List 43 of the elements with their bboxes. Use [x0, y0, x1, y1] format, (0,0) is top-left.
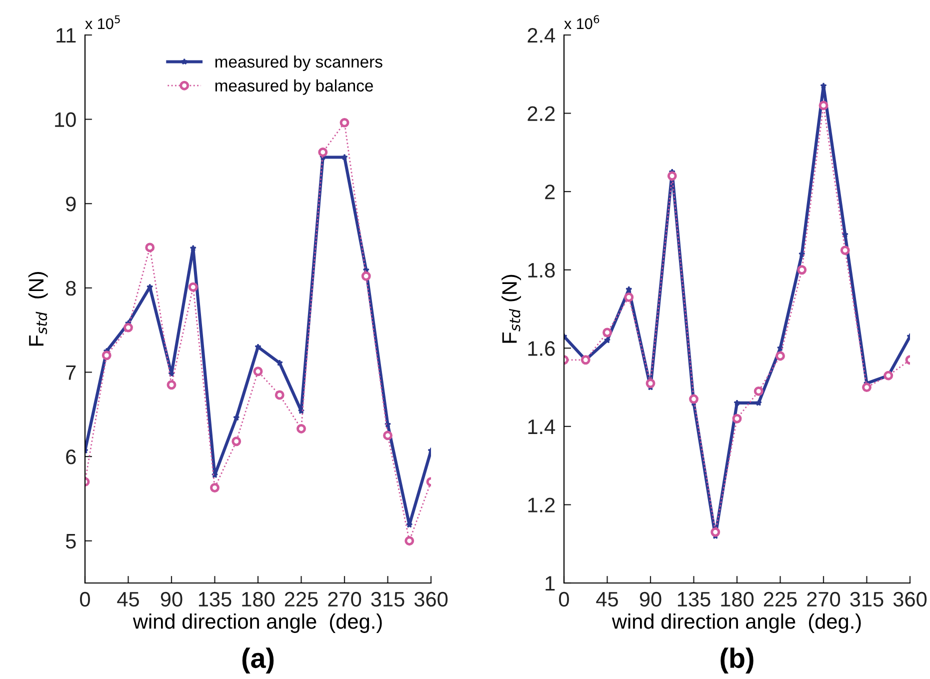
x-tick-label: 45 [117, 592, 139, 607]
x-tick-label: 315 [371, 592, 404, 607]
x-tick-label: 360 [414, 592, 448, 607]
y-tick-label: 2.2 [528, 106, 555, 121]
y-tick-label: 2 [545, 184, 555, 200]
y-tick-label: 11 [56, 28, 76, 43]
y-axis-title: F$_{std}$ (N) [28, 272, 48, 346]
x-tick-label: 90 [160, 592, 182, 607]
legend-label: measured by scanners [215, 55, 382, 72]
x-axis-title: wind direction angle (deg.) [612, 614, 861, 633]
x-tick-label: 135 [678, 592, 710, 607]
y-tick-label: 1.4 [528, 420, 556, 434]
x-tick-label: 270 [807, 592, 840, 607]
y-tick-label: 5 [66, 534, 76, 549]
y-axis-title: F$_{std}$ (N) [502, 274, 521, 343]
x-tick-label: 315 [850, 592, 884, 607]
y-tick-label: 1 [546, 576, 555, 591]
x-tick-label: 180 [721, 592, 754, 607]
x-tick-label: 360 [893, 592, 927, 607]
text: x 10$^{6}$ [564, 15, 600, 30]
y-tick-label: 1.2 [528, 498, 555, 512]
y-tick-label: 7 [66, 365, 76, 380]
text: (a) [242, 648, 274, 674]
x-tick-label: 270 [328, 592, 362, 607]
x-tick-label: 225 [764, 592, 797, 607]
x-tick-label: 135 [198, 592, 232, 607]
y-tick-label: 2.4 [528, 28, 556, 43]
x-tick-label: 225 [284, 592, 318, 607]
x-tick-label: 0 [80, 592, 90, 607]
text: (b) [720, 648, 754, 674]
x-tick-label: 45 [596, 592, 618, 607]
y-tick-label: 1.6 [528, 341, 555, 356]
y-tick-label: 8 [66, 280, 76, 296]
x-axis-title: wind direction angle (deg.) [132, 614, 382, 633]
x-tick-label: 180 [242, 592, 275, 607]
y-tick-label: 10 [55, 112, 76, 128]
legend-label: measured by balance [215, 79, 373, 95]
x-tick-label: 0 [559, 592, 569, 607]
y-tick-label: 6 [66, 450, 76, 464]
y-tick-label: 9 [66, 196, 76, 212]
x-tick-label: 90 [640, 592, 662, 607]
y-tick-label: 1.8 [528, 262, 555, 278]
text: x 10$^{5}$ [85, 15, 120, 30]
